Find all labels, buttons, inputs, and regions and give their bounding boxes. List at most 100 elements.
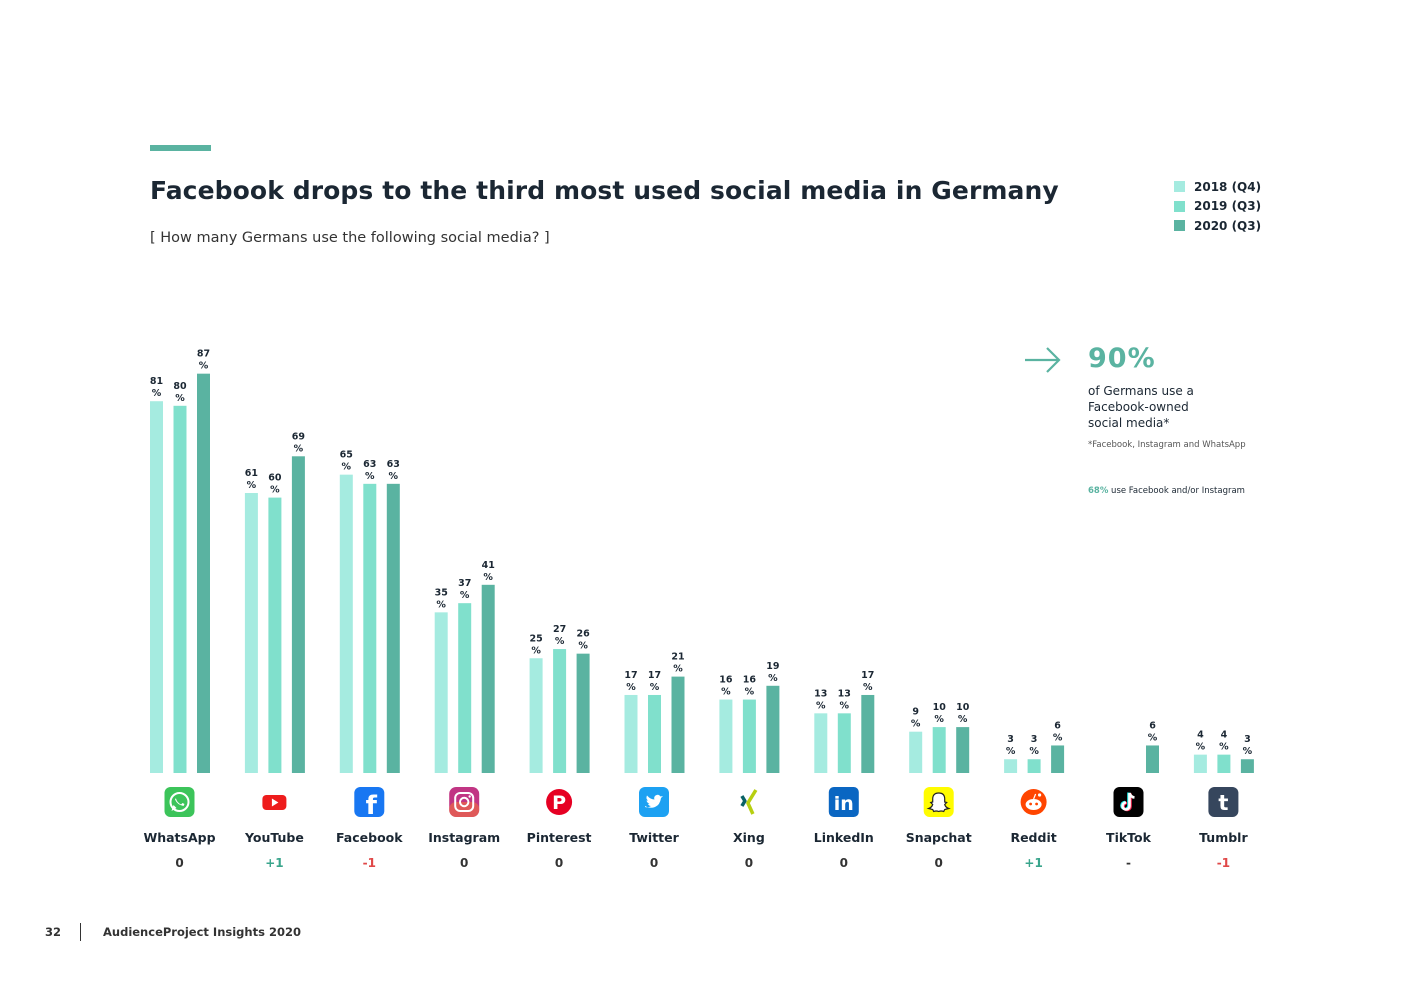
bar-value-unit: % bbox=[531, 645, 541, 656]
callout-big-value: 90% bbox=[1088, 343, 1156, 374]
bar bbox=[1027, 759, 1041, 773]
callout-stat: 68% use Facebook and/or Instagram bbox=[1088, 486, 1245, 496]
page-title: Facebook drops to the third most used so… bbox=[150, 176, 1059, 205]
bar-value-label: 63 bbox=[387, 459, 400, 470]
rank-change-label: - bbox=[1126, 856, 1131, 870]
bar bbox=[719, 699, 733, 773]
bar-value-label: 3 bbox=[1031, 734, 1038, 745]
bar bbox=[624, 694, 638, 773]
bar bbox=[291, 456, 305, 773]
instagram-icon bbox=[449, 787, 480, 817]
bar-value-label: 81 bbox=[150, 376, 163, 387]
bar-value-unit: % bbox=[1196, 742, 1206, 753]
bar-value-unit: % bbox=[958, 714, 968, 725]
bar-value-unit: % bbox=[294, 443, 304, 454]
bar-value-label: 10 bbox=[933, 702, 947, 713]
bar-value-label: 13 bbox=[838, 688, 851, 699]
bar-value-label: 87 bbox=[197, 349, 210, 360]
callout-text: of Germans use a Facebook-owned social m… bbox=[1088, 383, 1194, 431]
rank-change-label: 0 bbox=[460, 856, 468, 870]
footer-divider bbox=[80, 923, 81, 941]
bar bbox=[363, 483, 377, 773]
callout-text-line: of Germans use a bbox=[1088, 384, 1194, 398]
bar-value-label: 60 bbox=[268, 473, 282, 484]
category-label: WhatsApp bbox=[143, 830, 215, 845]
bar bbox=[268, 497, 282, 773]
bar-value-unit: % bbox=[175, 393, 185, 404]
legend-item-2019: 2019 (Q3) bbox=[1174, 197, 1261, 217]
bar-value-unit: % bbox=[152, 388, 162, 399]
arrow-right-icon bbox=[1025, 347, 1061, 373]
bar-value-unit: % bbox=[626, 682, 636, 693]
bar bbox=[244, 493, 258, 773]
bar bbox=[909, 731, 923, 773]
bar-value-label: 17 bbox=[861, 670, 874, 681]
legend-swatch-2018 bbox=[1174, 181, 1185, 193]
bar-value-unit: % bbox=[389, 471, 399, 482]
callout-footnote: *Facebook, Instagram and WhatsApp bbox=[1088, 440, 1246, 450]
bar bbox=[576, 653, 590, 773]
chart-legend: 2018 (Q4) 2019 (Q3) 2020 (Q3) bbox=[1174, 177, 1261, 236]
category-label: LinkedIn bbox=[814, 830, 874, 845]
bar-value-label: 4 bbox=[1197, 730, 1204, 741]
callout-text-line: social media* bbox=[1088, 416, 1170, 430]
bar-value-unit: % bbox=[650, 682, 660, 693]
bar bbox=[553, 649, 567, 773]
bar-value-unit: % bbox=[436, 599, 446, 610]
bar-value-label: 19 bbox=[766, 661, 779, 672]
bar bbox=[173, 405, 187, 773]
whatsapp-icon bbox=[164, 787, 195, 817]
bar bbox=[458, 603, 472, 773]
bar-group: 3%3%6%Reddit+1 bbox=[1004, 720, 1065, 870]
rank-change-label: +1 bbox=[1024, 856, 1042, 870]
snapchat-icon bbox=[923, 787, 954, 817]
bar-value-unit: % bbox=[673, 664, 683, 675]
bar bbox=[1217, 754, 1231, 773]
category-label: YouTube bbox=[244, 830, 304, 845]
bar-value-label: 17 bbox=[648, 670, 661, 681]
bar-value-unit: % bbox=[578, 641, 588, 652]
bar-value-unit: % bbox=[840, 700, 850, 711]
bar-value-unit: % bbox=[816, 700, 826, 711]
category-label: Xing bbox=[733, 830, 765, 845]
category-label: Twitter bbox=[629, 830, 679, 845]
bar bbox=[481, 584, 495, 773]
bar-value-unit: % bbox=[911, 719, 921, 730]
bar bbox=[339, 474, 353, 773]
rank-change-label: 0 bbox=[650, 856, 658, 870]
bar-value-unit: % bbox=[1219, 742, 1229, 753]
bar-value-label: 3 bbox=[1007, 734, 1014, 745]
page-subtitle: [ How many Germans use the following soc… bbox=[150, 230, 550, 246]
bar-value-unit: % bbox=[1006, 746, 1016, 757]
rank-change-label: 0 bbox=[745, 856, 753, 870]
bar-value-label: 26 bbox=[576, 629, 590, 640]
bar-value-label: 80 bbox=[173, 381, 187, 392]
category-label: Instagram bbox=[428, 830, 500, 845]
bar bbox=[956, 727, 970, 773]
svg-text:t: t bbox=[1218, 791, 1228, 815]
legend-label-2018: 2018 (Q4) bbox=[1194, 179, 1262, 194]
bar-value-label: 41 bbox=[482, 560, 495, 571]
bar bbox=[837, 713, 851, 773]
pinterest-icon: P bbox=[546, 789, 573, 815]
bar bbox=[1004, 759, 1018, 773]
facebook-icon: f bbox=[354, 787, 385, 821]
category-label: Facebook bbox=[336, 830, 403, 845]
rank-change-label: 0 bbox=[555, 856, 563, 870]
bar-value-unit: % bbox=[721, 687, 731, 698]
reddit-icon bbox=[1020, 789, 1047, 815]
bar-value-label: 69 bbox=[292, 431, 305, 442]
bar-value-label: 10 bbox=[956, 702, 970, 713]
legend-swatch-2019 bbox=[1174, 200, 1185, 212]
bar-group: 6% TikTok - bbox=[1106, 720, 1159, 870]
page-number: 32 bbox=[45, 925, 62, 939]
youtube-icon bbox=[262, 795, 287, 810]
svg-text:P: P bbox=[552, 792, 566, 814]
